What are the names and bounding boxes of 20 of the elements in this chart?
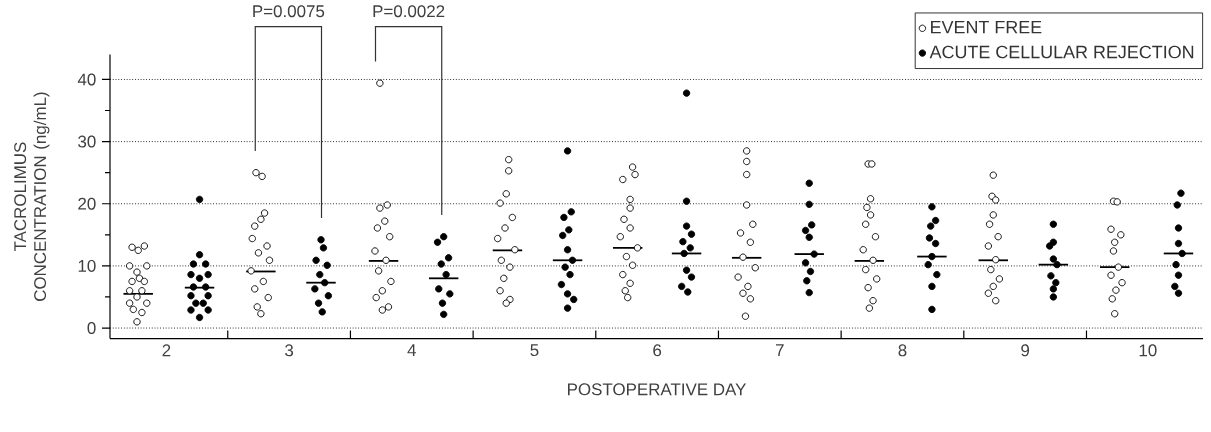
legend-label: ACUTE CELLULAR REJECTION xyxy=(929,45,1194,59)
y-tick-label: 40 xyxy=(77,73,96,86)
x-axis-title: POSTOPERATIVE DAY xyxy=(568,383,747,396)
x-tick-label: 4 xyxy=(407,344,417,356)
x-tick-label: 6 xyxy=(653,344,662,357)
y-tick-label: 0 xyxy=(87,322,96,335)
x-tick-label: 5 xyxy=(530,344,539,357)
x-tick-label: 8 xyxy=(898,344,907,357)
text: P=0.0022 xyxy=(373,5,445,18)
y-tick-label: 20 xyxy=(78,197,96,210)
x-tick-label: 3 xyxy=(285,344,294,357)
text: P=0.0075 xyxy=(253,5,325,18)
y-tick-label: 10 xyxy=(78,259,96,272)
x-tick-label: 7 xyxy=(775,344,784,356)
y-tick-label: 30 xyxy=(78,135,96,148)
x-tick-label: 10 xyxy=(1139,344,1157,357)
x-tick-label: 9 xyxy=(1021,344,1030,357)
x-tick-label: 2 xyxy=(162,344,171,357)
y-axis-title: TACROLIMUS CONCENTRATION (ng/mL) xyxy=(14,92,50,301)
legend-label: EVENT FREE xyxy=(931,20,1042,34)
